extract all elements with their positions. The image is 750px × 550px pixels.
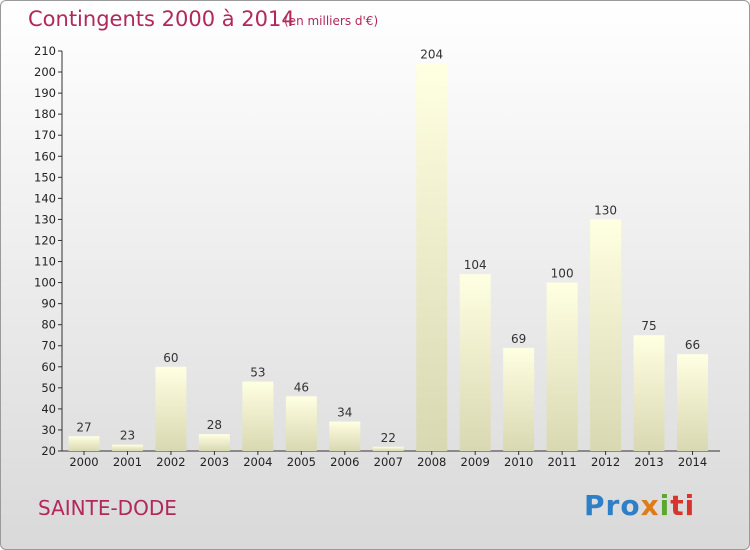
chart-subtitle: (en milliers d'€)	[284, 14, 379, 28]
bar-2013	[633, 335, 665, 451]
bar-2014	[677, 354, 709, 451]
y-tick-label: 130	[34, 212, 56, 226]
y-tick-label: 110	[34, 255, 56, 269]
data-label-2011: 100	[551, 267, 574, 281]
data-label-2014: 66	[685, 338, 700, 352]
data-label-2007: 22	[381, 431, 396, 445]
bar-2005	[285, 396, 317, 451]
x-tick-label: 2000	[69, 455, 98, 469]
y-tick-label: 100	[34, 276, 56, 290]
data-label-2008: 204	[420, 48, 443, 62]
x-tick-label: 2012	[591, 455, 620, 469]
logo-part-4: ti	[670, 489, 696, 522]
y-tick-label: 200	[34, 65, 56, 79]
y-tick-label: 210	[34, 44, 56, 58]
y-tick-label: 120	[34, 233, 56, 247]
bar-2006	[329, 421, 361, 451]
y-tick-label: 20	[41, 444, 56, 458]
chart-title: Contingents 2000 à 2014	[28, 7, 295, 31]
data-label-2009: 104	[464, 258, 487, 272]
data-label-2004: 53	[250, 366, 265, 380]
bar-2010	[503, 347, 535, 451]
logo-part-2: x	[640, 489, 660, 522]
data-label-2006: 34	[337, 406, 352, 420]
bar-2004	[242, 381, 274, 451]
bar-2002	[155, 366, 187, 451]
bar-2003	[198, 434, 230, 451]
data-label-2005: 46	[294, 380, 309, 394]
bar-2012	[590, 219, 622, 451]
y-tick-label: 180	[34, 107, 56, 121]
x-tick-label: 2001	[113, 455, 142, 469]
x-tick-label: 2014	[678, 455, 707, 469]
data-label-2010: 69	[511, 332, 526, 346]
y-tick-label: 70	[41, 339, 56, 353]
x-tick-label: 2006	[330, 455, 359, 469]
y-tick-label: 60	[41, 360, 56, 374]
y-tick-label: 190	[34, 86, 56, 100]
y-tick-label: 30	[41, 423, 56, 437]
y-tick-label: 80	[41, 318, 56, 332]
x-tick-label: 2004	[243, 455, 272, 469]
x-tick-label: 2005	[287, 455, 316, 469]
x-tick-label: 2011	[547, 455, 576, 469]
x-tick-label: 2003	[200, 455, 229, 469]
bar-2009	[459, 274, 491, 451]
data-label-2003: 28	[207, 418, 222, 432]
logo-part-1: Pro	[584, 489, 641, 522]
bar-2000	[68, 436, 100, 451]
x-tick-label: 2009	[461, 455, 490, 469]
data-label-2001: 23	[120, 429, 135, 443]
y-tick-label: 150	[34, 170, 56, 184]
bar-2008	[416, 63, 448, 451]
y-tick-label: 40	[41, 402, 56, 416]
bar-2007	[372, 446, 404, 451]
y-tick-label: 50	[41, 381, 56, 395]
x-tick-label: 2013	[634, 455, 663, 469]
data-label-2012: 130	[594, 203, 617, 217]
bar-2011	[546, 282, 578, 451]
y-tick-label: 160	[34, 149, 56, 163]
x-tick-label: 2008	[417, 455, 446, 469]
bar-2001	[111, 444, 143, 451]
commune-name: SAINTE-DODE	[38, 496, 177, 520]
x-tick-label: 2007	[374, 455, 403, 469]
proxiti-logo: Proxiti	[584, 489, 695, 522]
y-tick-label: 140	[34, 191, 56, 205]
x-tick-label: 2010	[504, 455, 533, 469]
data-label-2000: 27	[76, 420, 91, 434]
y-tick-label: 90	[41, 297, 56, 311]
x-tick-label: 2002	[156, 455, 185, 469]
data-label-2002: 60	[163, 351, 178, 365]
y-tick-label: 170	[34, 128, 56, 142]
logo-part-3: i	[659, 489, 671, 522]
data-label-2013: 75	[641, 319, 656, 333]
